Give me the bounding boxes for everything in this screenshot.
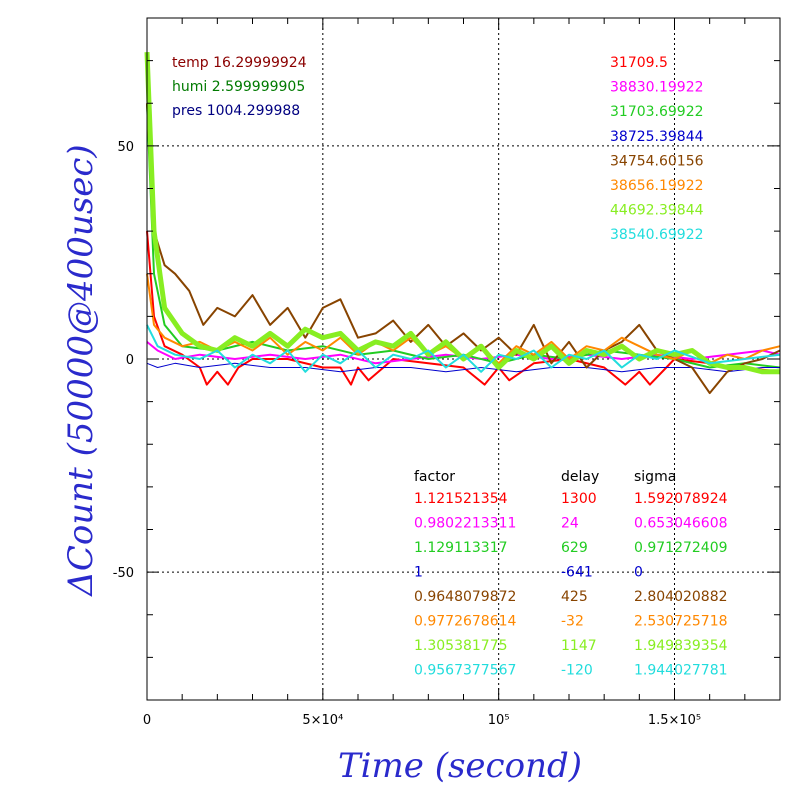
delay-value: -32	[561, 614, 584, 630]
sigma-value: 1.944027781	[634, 663, 728, 679]
channel-mean-label: 31709.5	[610, 55, 668, 71]
y-tick-label: 0	[126, 353, 134, 368]
series-line-7	[146, 324, 781, 373]
env-label: humi 2.599999905	[172, 79, 305, 95]
legend: temp 16.29999924 humi 2.599999905 pres 100…	[172, 55, 728, 679]
sigma-value: 2.804020882	[634, 589, 728, 605]
factor-value: 1.129113317	[414, 540, 508, 556]
channel-mean-label: 31703.69922	[610, 104, 704, 120]
delay-header: delay	[561, 469, 599, 485]
channel-mean-label: 38656.19922	[610, 178, 704, 194]
sigma-value: 1.949839354	[634, 638, 728, 654]
series-line-2	[146, 103, 781, 369]
delay-value: -120	[561, 663, 593, 679]
x-tick-label: 10⁵	[488, 713, 510, 728]
x-tick-label: 1.5×10⁵	[648, 713, 701, 728]
sigma-value: 0	[634, 565, 643, 581]
channel-mean-label: 34754.60156	[610, 153, 704, 169]
env-label: pres 1004.299988	[172, 103, 300, 119]
tick-labels: 0 5×10⁴ 10⁵ 1.5×10⁵ 50 0 -50	[113, 140, 701, 728]
sigma-value: 1.592078924	[634, 491, 728, 507]
x-tick-label: 5×10⁴	[302, 713, 343, 728]
channel-mean-label: 38540.69922	[610, 227, 704, 243]
sigma-value: 0.653046608	[634, 516, 728, 532]
factor-value: 0.9648079872	[414, 589, 516, 605]
factor-value: 1.121521354	[414, 491, 508, 507]
series-line-1	[146, 341, 781, 365]
delay-value: -641	[561, 565, 593, 581]
delay-value: 1300	[561, 491, 597, 507]
channel-mean-label: 38725.39844	[610, 129, 704, 145]
series-line-0	[146, 231, 781, 386]
series-line-6	[144, 52, 780, 375]
y-tick-label: 50	[117, 140, 134, 155]
axis-ticks	[146, 18, 781, 700]
sigma-value: 0.971272409	[634, 540, 728, 556]
sigma-value: 2.530725718	[634, 614, 728, 630]
series-line-3	[146, 362, 780, 373]
factor-value: 0.9567377567	[414, 663, 516, 679]
env-label: temp 16.29999924	[172, 55, 307, 71]
delay-value: 425	[561, 589, 588, 605]
x-axis-title: Time (second)	[338, 746, 582, 786]
channel-mean-label: 44692.39844	[610, 203, 704, 219]
x-tick-label: 0	[143, 713, 151, 728]
factor-value: 1	[414, 565, 423, 581]
y-tick-label: -50	[113, 566, 134, 581]
delay-value: 24	[561, 516, 579, 532]
series-lines	[144, 52, 781, 395]
channel-mean-label: 38830.19922	[610, 80, 704, 96]
delay-value: 1147	[561, 638, 597, 654]
sigma-header: sigma	[634, 469, 676, 485]
factor-value: 0.9772678614	[414, 614, 517, 630]
y-axis-title: ΔCount (50000@400usec)	[61, 144, 101, 597]
factor-header: factor	[414, 469, 455, 485]
factor-value: 1.305381775	[414, 638, 508, 654]
delay-value: 629	[561, 540, 588, 556]
factor-value: 0.9802213311	[414, 516, 516, 532]
